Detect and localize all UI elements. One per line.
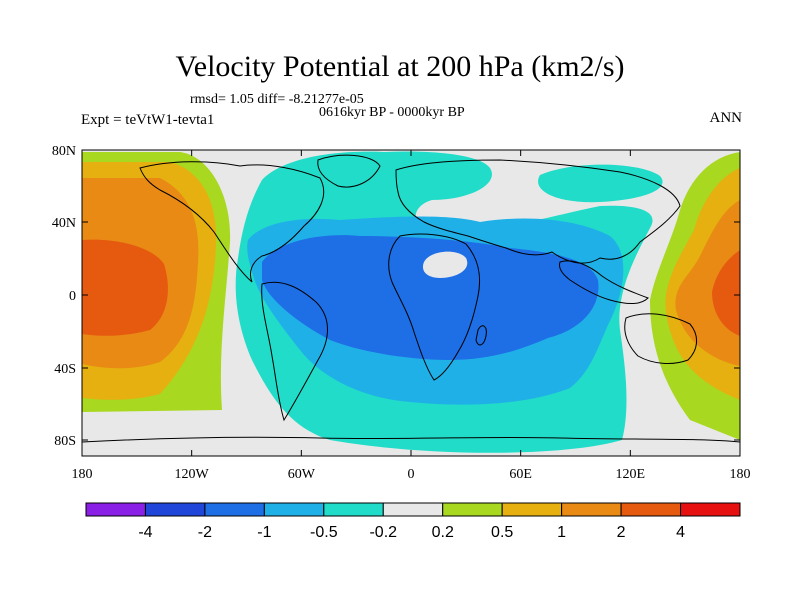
lon-tick-label: 120W (175, 467, 210, 482)
colorbar-swatch (204, 502, 265, 517)
coast-greenland (317, 154, 381, 188)
colorbar-label: -0.5 (310, 524, 338, 541)
colorbar-swatch (501, 502, 563, 517)
colorbar-label: 0.2 (432, 524, 454, 541)
colorbar-swatch (680, 502, 741, 517)
colorbar-swatch (442, 502, 503, 517)
colorbar: -4 -2 -1 -0.5 -0.2 0.2 0.5 1 2 4 (85, 502, 741, 541)
lon-ticks: 180 120W 60W 0 60E 120E 180 (72, 150, 751, 482)
lon-tick-label: 60E (509, 467, 532, 482)
colorbar-swatch (144, 502, 206, 517)
coast-madagascar (475, 325, 487, 346)
colorbar-swatch (561, 502, 622, 517)
coast-antarctica (82, 436, 740, 443)
lon-tick-label: 0 (408, 467, 415, 482)
coast-north-america (139, 161, 325, 283)
lat-tick-label: 40N (52, 216, 76, 231)
experiment-label: Expt = teVtW1-tevta1 (81, 112, 215, 128)
lat-ticks: 80N 40N 0 40S 80S (52, 144, 740, 449)
colorbar-swatch (620, 502, 682, 517)
lat-tick-label: 0 (69, 289, 76, 304)
coast-southeast-asia (559, 260, 649, 304)
lat-tick-label: 40S (54, 362, 76, 377)
colorbar-label: -2 (198, 524, 212, 541)
colorbar-swatch (323, 502, 384, 517)
coast-australia (624, 313, 697, 364)
lon-tick-label: 60W (288, 467, 316, 482)
lon-tick-label: 180 (730, 467, 751, 482)
colorbar-label: -4 (138, 524, 152, 541)
colorbar-swatch (382, 502, 444, 517)
colorbar-swatch (263, 502, 325, 517)
colorbar-label: 4 (676, 524, 685, 541)
contour-field (82, 150, 740, 456)
lat-tick-label: 80S (54, 434, 76, 449)
contour-neutral-island (422, 251, 468, 278)
contour-pos-max-west (82, 239, 168, 336)
colorbar-label: -0.2 (369, 524, 397, 541)
axes: 80N 40N 0 40S 80S 180 120W 60W 0 60E 120E 180 (52, 144, 751, 482)
coastlines (82, 154, 740, 443)
colorbar-label: 1 (557, 524, 566, 541)
contour-neg-strong (262, 235, 599, 360)
coast-south-america (261, 281, 328, 422)
lat-tick-label: 80N (52, 144, 76, 159)
stats-text: rmsd= 1.05 diff= -8.21277e-05 (190, 92, 364, 107)
lon-tick-label: 120E (616, 467, 646, 482)
plot-title: Velocity Potential at 200 hPa (km2/s) (175, 50, 625, 83)
coast-europe-asia (395, 159, 681, 264)
colorbar-label: -1 (257, 524, 271, 541)
colorbar-label: 0.5 (491, 524, 513, 541)
lon-tick-label: 180 (72, 467, 93, 482)
colorbar-swatch (85, 502, 146, 517)
coast-africa (388, 233, 480, 381)
period-text: 0616kyr BP - 0000kyr BP (319, 105, 465, 120)
contour-neg-weak-east (538, 164, 663, 203)
colorbar-label: 2 (617, 524, 626, 541)
season-label: ANN (709, 110, 743, 126)
contour-pos-max-east (712, 250, 740, 336)
